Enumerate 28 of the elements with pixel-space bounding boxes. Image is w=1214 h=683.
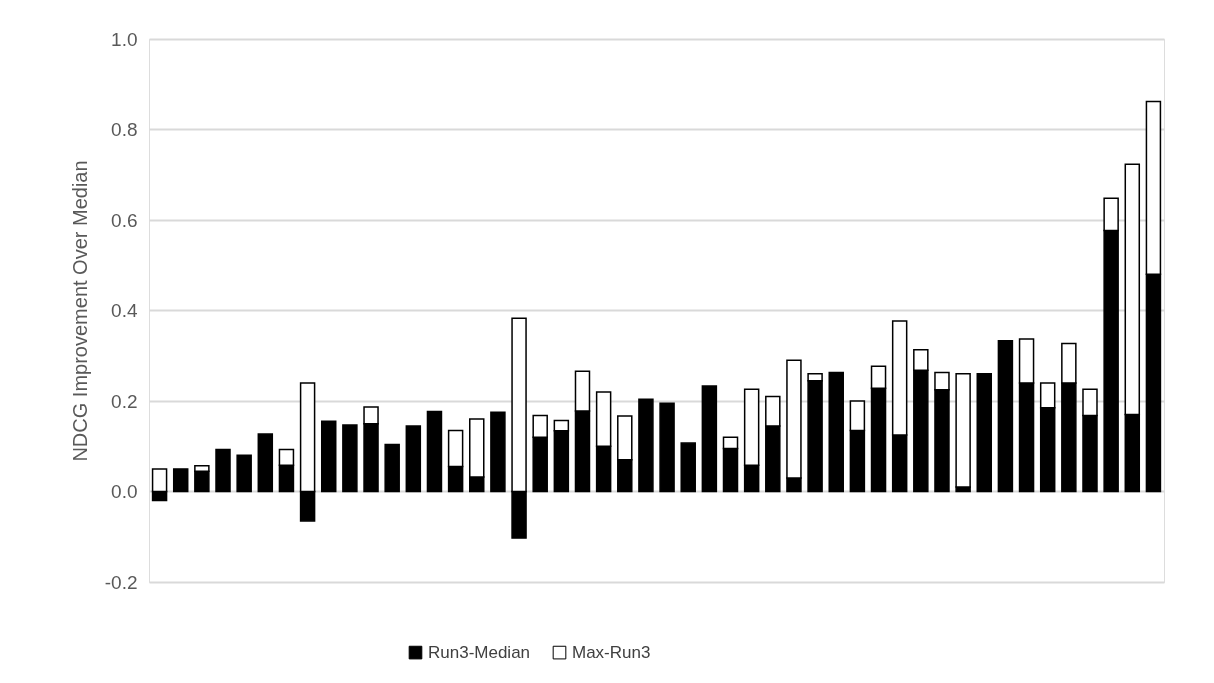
bar	[236, 454, 252, 493]
y-tick-label: 0.6	[111, 209, 138, 231]
y-tick-label: 1.0	[111, 28, 138, 50]
bar	[638, 398, 654, 493]
y-tick-label: 0.4	[111, 300, 138, 321]
y-tick-label: -0.2	[104, 571, 138, 593]
bar	[384, 443, 400, 493]
y-axis-title: NDCG Improvement Over Median	[68, 160, 91, 462]
y-tick-label: 0.8	[111, 119, 138, 140]
bar	[680, 442, 696, 493]
y-tick-label: 0.0	[111, 481, 138, 502]
bar	[828, 371, 844, 493]
legend-label: Max-Run3	[572, 642, 651, 662]
legend-label: Run3-Median	[428, 642, 531, 662]
bar	[257, 433, 274, 493]
bar	[405, 425, 422, 493]
bar	[342, 424, 358, 493]
bar	[997, 340, 1014, 493]
bar	[976, 373, 993, 493]
bar	[426, 410, 443, 493]
bar	[659, 402, 675, 493]
bar	[955, 373, 971, 488]
bar	[172, 468, 189, 493]
y-tick-label: 0.2	[111, 390, 138, 412]
bar	[701, 385, 718, 493]
bar	[320, 420, 337, 493]
bar	[490, 411, 506, 493]
bar	[215, 448, 231, 493]
